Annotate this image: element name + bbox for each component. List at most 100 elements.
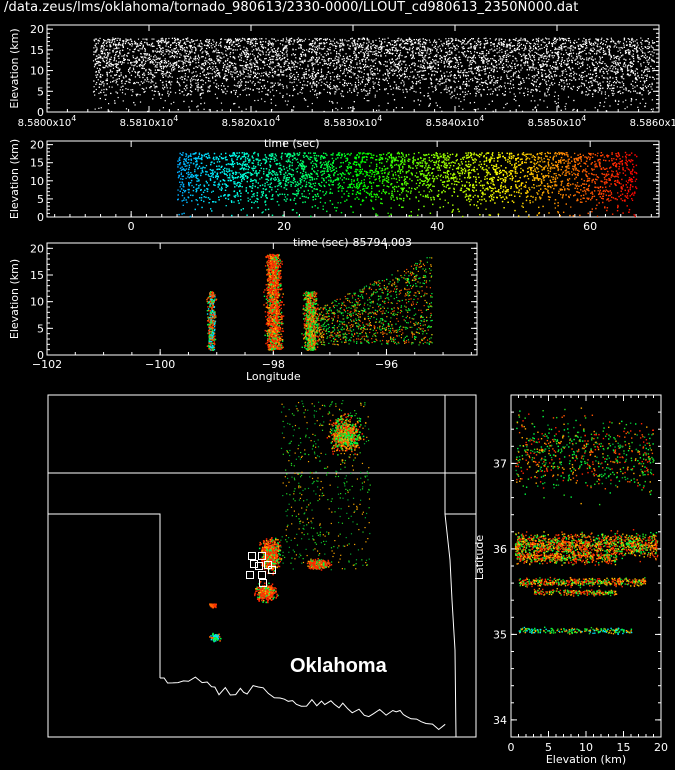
point <box>113 43 115 45</box>
point <box>260 75 262 77</box>
point <box>341 90 343 92</box>
point <box>104 94 106 96</box>
point <box>335 86 337 88</box>
point <box>550 71 552 73</box>
point <box>448 79 450 81</box>
point <box>154 72 156 74</box>
point <box>361 44 363 47</box>
point <box>366 46 368 48</box>
point <box>353 74 355 76</box>
point <box>140 41 143 43</box>
point <box>320 71 323 74</box>
point <box>616 57 618 59</box>
point <box>486 53 488 55</box>
point <box>311 46 314 48</box>
point <box>272 61 274 63</box>
point <box>422 78 424 80</box>
point <box>347 58 349 60</box>
point <box>461 51 463 54</box>
point <box>449 66 451 68</box>
point <box>511 67 513 70</box>
point <box>637 106 639 108</box>
point <box>427 49 429 51</box>
point <box>586 67 588 70</box>
point <box>286 75 288 77</box>
point <box>202 68 204 70</box>
point <box>209 85 211 87</box>
point <box>548 59 550 61</box>
point <box>258 73 260 75</box>
point <box>220 102 223 104</box>
point <box>203 69 205 71</box>
point <box>426 39 428 42</box>
point <box>169 87 171 89</box>
point <box>627 70 629 72</box>
point <box>375 45 377 47</box>
point <box>202 51 204 53</box>
point <box>204 50 206 52</box>
point <box>541 68 543 71</box>
point <box>572 57 574 59</box>
point <box>272 50 275 53</box>
point <box>430 49 432 51</box>
point <box>256 49 258 51</box>
point <box>129 72 131 74</box>
point <box>106 45 108 47</box>
point <box>399 44 402 46</box>
point <box>499 56 502 58</box>
point <box>162 87 164 89</box>
point <box>466 85 468 87</box>
point <box>193 58 195 60</box>
point <box>138 58 140 60</box>
point <box>152 81 154 83</box>
point <box>554 48 556 51</box>
point <box>207 73 209 75</box>
point <box>455 67 457 69</box>
point <box>507 55 509 58</box>
point <box>290 69 292 71</box>
point <box>169 75 171 78</box>
point <box>623 84 625 87</box>
point <box>355 58 357 60</box>
point <box>436 48 438 51</box>
point <box>333 42 336 44</box>
point <box>399 39 401 41</box>
point <box>95 46 97 48</box>
point <box>493 77 495 79</box>
point <box>607 78 609 80</box>
point <box>357 84 360 86</box>
point <box>343 65 346 67</box>
point <box>213 60 215 62</box>
point <box>439 48 442 50</box>
point <box>519 53 521 56</box>
point <box>94 108 96 110</box>
point <box>498 59 500 61</box>
point <box>462 108 464 110</box>
point <box>478 68 480 70</box>
point <box>422 59 424 61</box>
point <box>564 76 566 79</box>
point <box>335 51 338 53</box>
point <box>140 53 142 55</box>
point <box>153 63 155 65</box>
point <box>532 89 535 91</box>
point <box>480 59 483 62</box>
point <box>336 76 338 78</box>
point <box>524 64 526 66</box>
point <box>176 56 178 58</box>
point <box>483 68 485 70</box>
point <box>196 106 198 108</box>
point <box>370 73 372 75</box>
point <box>605 68 607 70</box>
point <box>589 69 592 71</box>
point <box>400 43 402 45</box>
point <box>524 46 527 49</box>
point <box>542 62 544 65</box>
point <box>387 93 389 95</box>
point <box>631 70 633 72</box>
point <box>164 100 166 102</box>
point <box>347 91 349 93</box>
point <box>147 59 149 61</box>
point <box>439 106 441 109</box>
point <box>365 78 368 80</box>
